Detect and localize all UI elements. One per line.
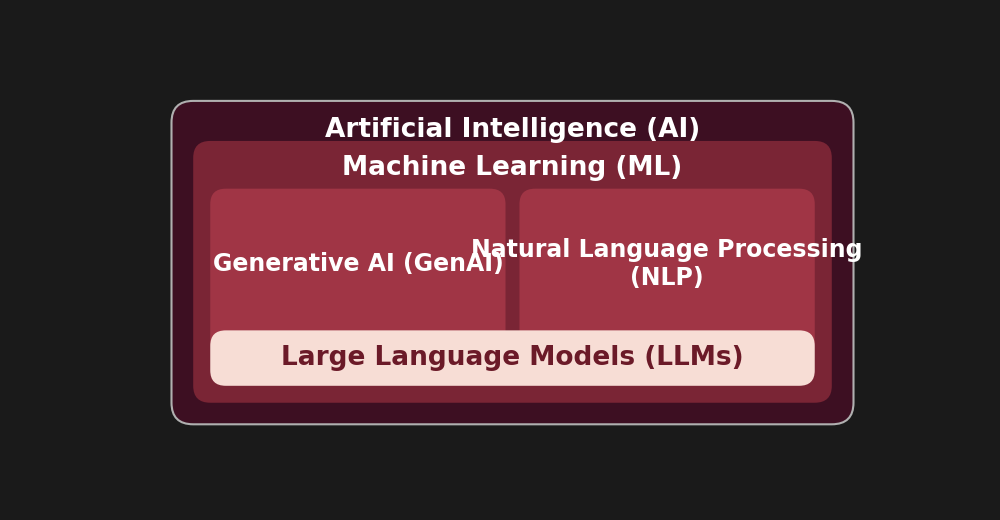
- FancyBboxPatch shape: [519, 189, 815, 355]
- Text: Natural Language Processing
(NLP): Natural Language Processing (NLP): [471, 238, 863, 290]
- FancyBboxPatch shape: [210, 189, 506, 355]
- FancyBboxPatch shape: [210, 330, 815, 386]
- FancyBboxPatch shape: [172, 101, 854, 424]
- Text: Artificial Intelligence (AI): Artificial Intelligence (AI): [325, 117, 700, 143]
- Text: Large Language Models (LLMs): Large Language Models (LLMs): [281, 345, 744, 371]
- FancyBboxPatch shape: [193, 141, 832, 402]
- Text: Generative AI (GenAI): Generative AI (GenAI): [213, 252, 503, 276]
- Text: Machine Learning (ML): Machine Learning (ML): [342, 155, 683, 181]
